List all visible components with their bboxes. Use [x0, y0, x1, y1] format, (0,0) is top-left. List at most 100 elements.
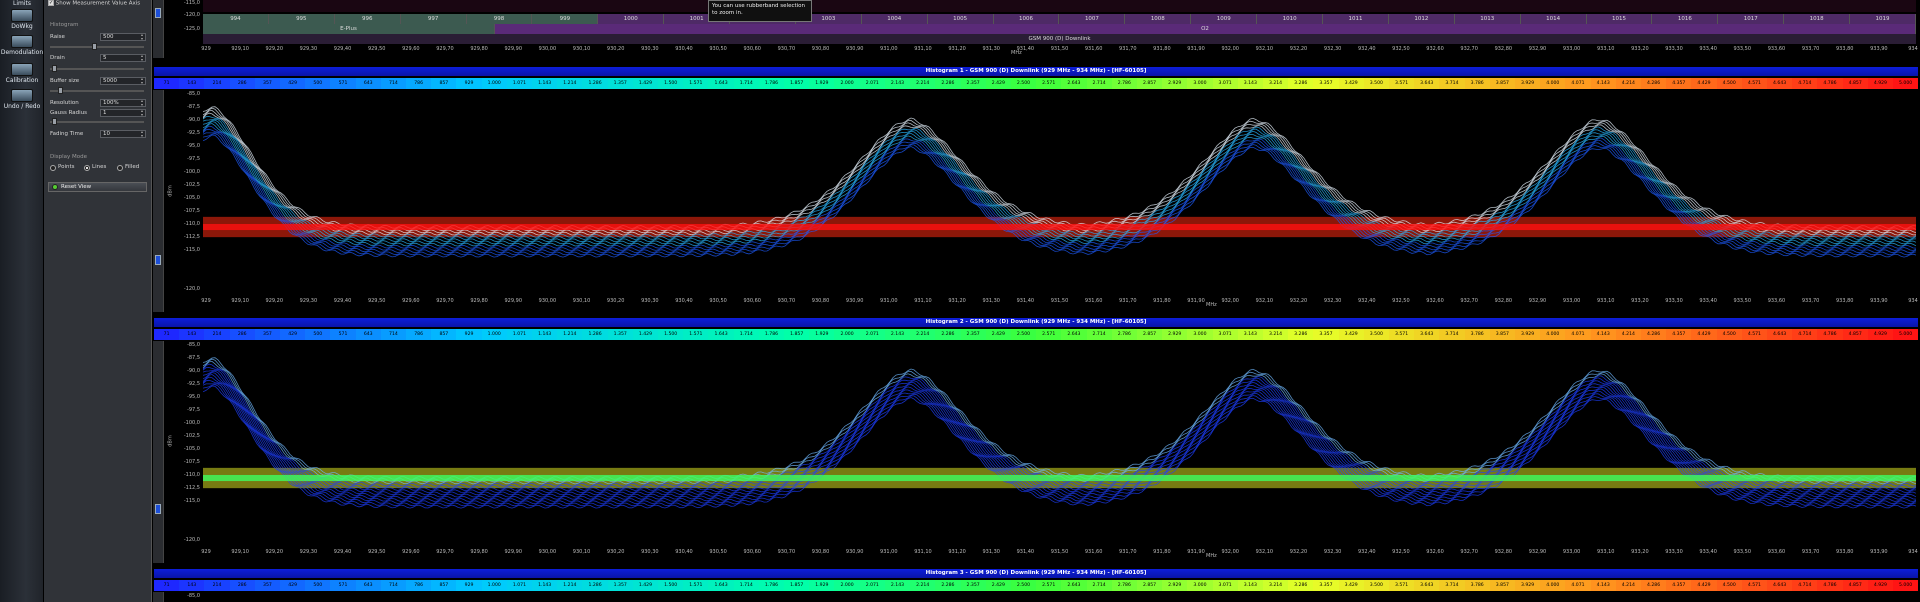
raise-slider-knob[interactable] — [92, 43, 97, 50]
gauss-slider[interactable] — [50, 118, 144, 125]
fading-label: Fading Time — [50, 131, 84, 137]
channel-1006[interactable]: 1006 — [993, 14, 1060, 24]
raise-slider[interactable] — [50, 43, 144, 50]
channel-1007[interactable]: 1007 — [1059, 14, 1126, 24]
histogram-1-title[interactable]: Histogram 1 - GSM 900 (D) Downlink (929 … — [154, 67, 1918, 76]
channel-1009[interactable]: 1009 — [1191, 14, 1258, 24]
histogram-trace — [203, 112, 1916, 236]
x-tick-label: 930,00 — [538, 549, 557, 555]
channel-995[interactable]: 995 — [268, 14, 335, 24]
x-tick-label: 932,00 — [1221, 46, 1239, 52]
channel-1015[interactable]: 1015 — [1586, 14, 1653, 24]
histogram-trace — [203, 385, 1916, 509]
channel-997[interactable]: 997 — [400, 14, 467, 24]
channel-1012[interactable]: 1012 — [1388, 14, 1455, 24]
channel-996[interactable]: 996 — [334, 14, 401, 24]
x-tick-label: 932,20 — [1289, 298, 1308, 304]
drain-input[interactable]: 5 — [100, 54, 146, 62]
histogram-1-vertical-scrollbar[interactable] — [153, 90, 164, 312]
channel-1014[interactable]: 1014 — [1520, 14, 1587, 24]
channel-999[interactable]: 999 — [532, 14, 599, 24]
channel-1010[interactable]: 1010 — [1257, 14, 1324, 24]
buffer-input[interactable]: 5000 — [100, 77, 146, 85]
buffer-slider[interactable] — [50, 87, 144, 94]
x-tick-label: 932,40 — [1358, 46, 1376, 52]
resolution-label: Resolution — [50, 100, 79, 106]
colorscale-label: 1.071 — [506, 329, 533, 340]
toolbar-undo-redo[interactable]: Undo / Redo — [0, 89, 44, 110]
channel-994[interactable]: 994 — [203, 14, 269, 24]
colorscale-label: 4.429 — [1691, 78, 1717, 89]
colorscale-label: 357 — [254, 329, 281, 340]
channel-1019[interactable]: 1019 — [1850, 14, 1916, 24]
gauss-slider-knob[interactable] — [52, 118, 57, 125]
histogram-trace — [203, 376, 1916, 500]
top-y-tick: -120,0 — [183, 12, 200, 18]
raise-input[interactable]: 500 — [100, 33, 146, 41]
y-tick-label: -92,5 — [187, 381, 200, 387]
channel-1018[interactable]: 1018 — [1784, 14, 1851, 24]
scrollbar-thumb[interactable] — [155, 8, 161, 18]
histogram-3-title[interactable]: Histogram 3 - GSM 900 (D) Downlink (929 … — [154, 569, 1918, 578]
channel-1008[interactable]: 1008 — [1125, 14, 1192, 24]
colorscale-label: 3.071 — [1212, 580, 1238, 591]
colorscale-label: 1.214 — [557, 580, 583, 591]
fading-input[interactable]: 10 — [100, 130, 146, 138]
channel-1011[interactable]: 1011 — [1323, 14, 1389, 24]
show-axis-checkbox[interactable]: ✓ Show Measurement Value Axis — [48, 0, 140, 8]
histogram-1-plot[interactable] — [203, 91, 1916, 294]
colorscale-label: 1.786 — [758, 580, 785, 591]
band-o2[interactable]: O2 — [495, 24, 1916, 34]
histogram-2-title[interactable]: Histogram 2 - GSM 900 (D) Downlink (929 … — [154, 318, 1918, 327]
channel-1004[interactable]: 1004 — [861, 14, 928, 24]
top-spectrum-plot[interactable] — [203, 0, 1916, 12]
filled-radio[interactable] — [117, 165, 123, 171]
colorscale-label: 1.571 — [683, 78, 709, 89]
reset-view-button[interactable]: Reset View — [48, 182, 147, 192]
histogram-trace — [203, 106, 1916, 229]
channel-1005[interactable]: 1005 — [927, 14, 994, 24]
x-tick-label: 930,80 — [811, 549, 830, 555]
display-mode-group-label: Display Mode — [50, 154, 88, 160]
histogram-2-graph — [203, 357, 1916, 509]
scrollbar-thumb[interactable] — [155, 504, 161, 514]
channel-1000[interactable]: 1000 — [598, 14, 665, 24]
channel-1017[interactable]: 1017 — [1718, 14, 1785, 24]
toolbar-calibration[interactable]: Calibration — [0, 63, 44, 84]
toolbar-limits[interactable]: Limits — [0, 0, 44, 7]
band-row: E-Plus O2 — [203, 24, 1916, 34]
colorscale-label: 1.571 — [683, 329, 709, 340]
x-tick-label: 931,70 — [1119, 298, 1137, 304]
histogram-2-vertical-scrollbar[interactable] — [153, 341, 164, 563]
colorscale-label: 4.000 — [1540, 78, 1566, 89]
x-tick-label: 929,70 — [436, 46, 454, 52]
gauss-input[interactable]: 1 — [100, 109, 146, 117]
colorscale-label: 1.143 — [532, 329, 558, 340]
channel-1013[interactable]: 1013 — [1454, 14, 1521, 24]
toolbar-doworking[interactable]: DoWkg — [0, 9, 44, 30]
colorscale-label: 3.214 — [1262, 329, 1289, 340]
colorscale-label: 1.643 — [708, 580, 734, 591]
toolbar-demodulation[interactable]: Demodulation — [0, 35, 44, 56]
histogram-3-vertical-scrollbar[interactable] — [153, 592, 164, 602]
x-tick-label: 931,60 — [1084, 549, 1103, 555]
zoom-tooltip: You can use rubberband selection to zoom … — [708, 0, 812, 22]
x-tick-label: 929,10 — [231, 46, 249, 52]
channel-998[interactable]: 998 — [466, 14, 533, 24]
colorscale-label: 1.714 — [733, 329, 759, 340]
resolution-select[interactable]: 100% — [100, 99, 146, 107]
histogram-2-plot[interactable] — [203, 342, 1916, 545]
points-radio[interactable] — [50, 165, 56, 171]
lines-radio[interactable] — [84, 165, 90, 171]
channel-1003[interactable]: 1003 — [795, 14, 862, 24]
buffer-slider-knob[interactable] — [58, 87, 63, 94]
colorscale-label: 2.714 — [1086, 78, 1112, 89]
x-tick-label: 933,30 — [1665, 549, 1683, 555]
colorscale-label: 1.929 — [809, 580, 835, 591]
band-eplus[interactable]: E-Plus — [203, 24, 495, 34]
scrollbar-thumb[interactable] — [155, 255, 161, 265]
channel-1016[interactable]: 1016 — [1652, 14, 1719, 24]
drain-slider-knob[interactable] — [52, 65, 57, 72]
drain-slider[interactable] — [50, 65, 144, 72]
top-vertical-scrollbar[interactable] — [153, 0, 164, 58]
